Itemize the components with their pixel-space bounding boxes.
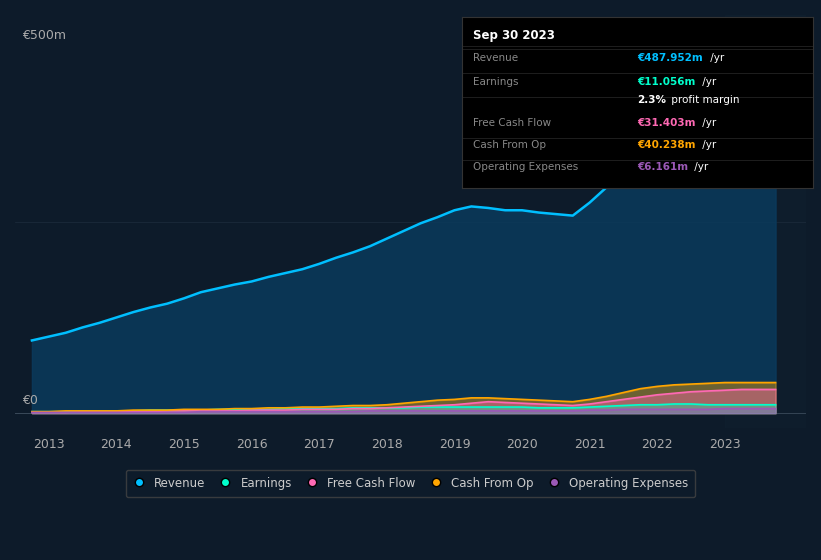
Text: /yr: /yr	[707, 53, 724, 63]
Text: €487.952m: €487.952m	[638, 53, 704, 63]
Text: profit margin: profit margin	[668, 95, 740, 105]
Text: /yr: /yr	[691, 162, 709, 172]
Text: Sep 30 2023: Sep 30 2023	[473, 29, 555, 42]
Text: Free Cash Flow: Free Cash Flow	[473, 118, 551, 128]
Text: €0: €0	[22, 394, 38, 407]
Text: Earnings: Earnings	[473, 77, 518, 87]
Text: Operating Expenses: Operating Expenses	[473, 162, 578, 172]
Text: €40.238m: €40.238m	[638, 140, 696, 150]
Text: 2.3%: 2.3%	[638, 95, 667, 105]
Text: €500m: €500m	[22, 29, 66, 42]
Text: /yr: /yr	[699, 118, 717, 128]
Text: /yr: /yr	[699, 77, 717, 87]
Text: /yr: /yr	[699, 140, 717, 150]
Bar	[725, 15, 806, 428]
Text: €11.056m: €11.056m	[638, 77, 696, 87]
Text: Revenue: Revenue	[473, 53, 518, 63]
Text: Cash From Op: Cash From Op	[473, 140, 546, 150]
Text: €31.403m: €31.403m	[638, 118, 696, 128]
Text: €6.161m: €6.161m	[638, 162, 689, 172]
Legend: Revenue, Earnings, Free Cash Flow, Cash From Op, Operating Expenses: Revenue, Earnings, Free Cash Flow, Cash …	[126, 470, 695, 497]
